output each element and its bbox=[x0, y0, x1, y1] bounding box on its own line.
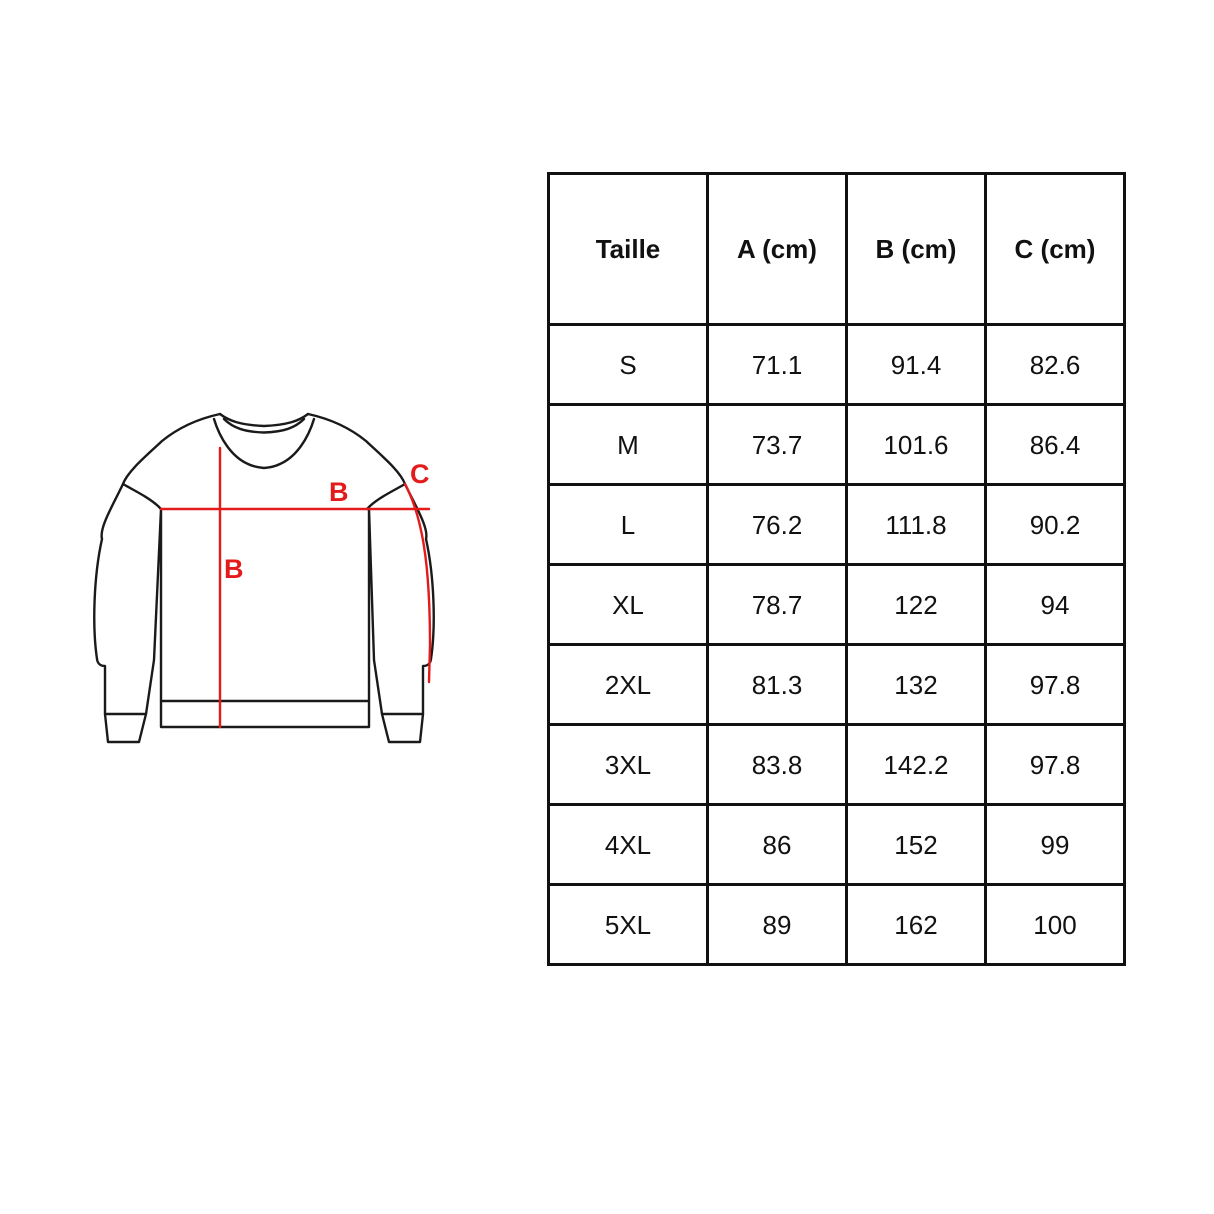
svg-text:B: B bbox=[224, 554, 244, 584]
svg-text:B: B bbox=[329, 477, 349, 507]
svg-text:C: C bbox=[410, 459, 430, 489]
